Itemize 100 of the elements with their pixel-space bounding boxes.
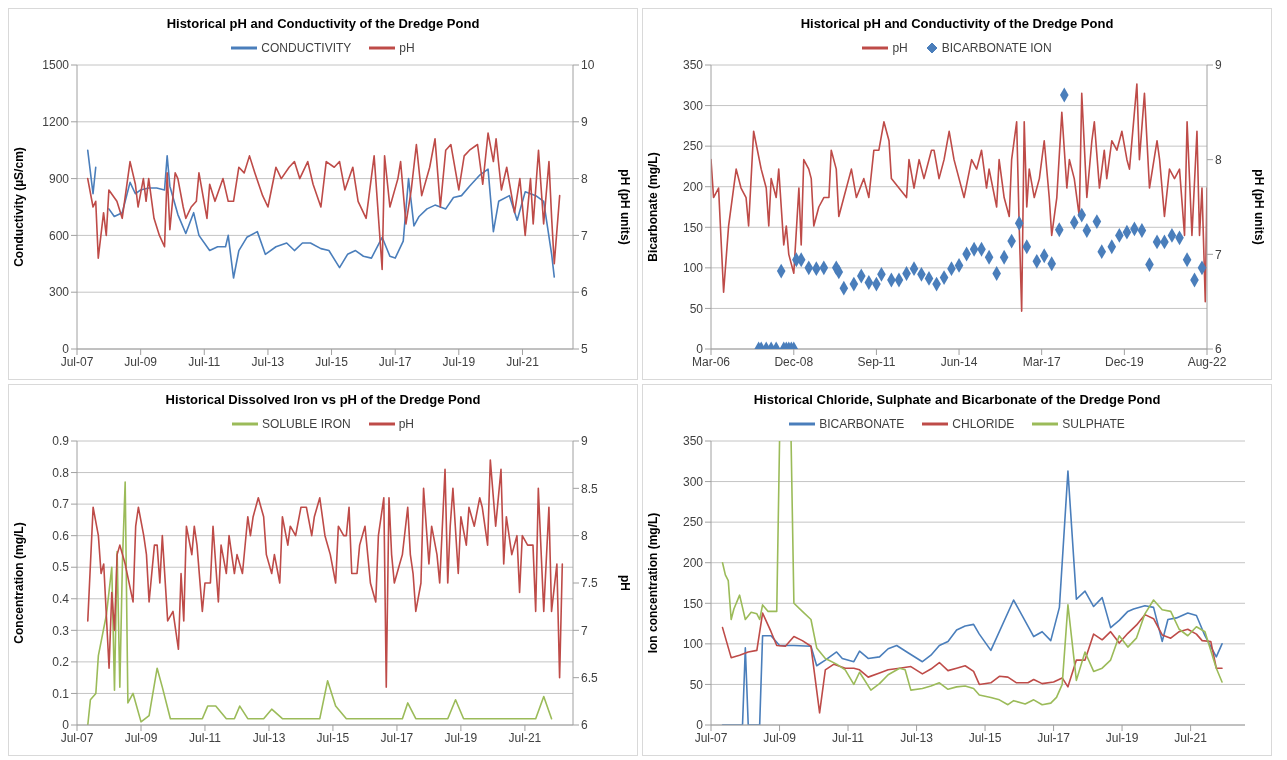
y-axis-title: Conductivity (µS/cm) xyxy=(12,147,27,267)
y2-tick-label: 8 xyxy=(1215,152,1222,167)
x-tick-label: Jul-15 xyxy=(315,354,349,369)
y-tick-label: 0 xyxy=(696,718,704,733)
x-tick-label: Jul-13 xyxy=(252,730,286,745)
y2-tick-label: 7 xyxy=(1215,247,1222,262)
y-tick-label: 100 xyxy=(682,261,704,276)
y-tick-label: 250 xyxy=(682,515,704,530)
y-tick-label: 0.2 xyxy=(52,655,70,670)
line-series xyxy=(721,612,1223,714)
chart-title: Historical Chloride, Sulphate and Bicarbonate of the Dredge Pond xyxy=(752,391,1162,409)
y-tick-label: 0.5 xyxy=(52,560,70,575)
x-tick-label: Jul-17 xyxy=(380,730,414,745)
x-tick-label: Sep-11 xyxy=(857,354,896,369)
y2-tick-label: 6 xyxy=(581,718,588,733)
x-tick-label: Dec-19 xyxy=(1105,354,1145,369)
x-tick-label: Jul-07 xyxy=(60,354,94,369)
x-tick-label: Jul-15 xyxy=(968,730,1002,745)
y2-axis-title: pH xyxy=(617,575,632,591)
line-series xyxy=(86,481,553,725)
x-tick-label: Jul-09 xyxy=(763,730,797,745)
y2-tick-label: 8 xyxy=(581,528,588,543)
x-tick-label: Jul-21 xyxy=(508,730,542,745)
x-tick-label: Jul-17 xyxy=(378,354,412,369)
x-tick-label: Jul-07 xyxy=(694,730,728,745)
x-tick-label: Aug-22 xyxy=(1187,354,1227,369)
y-tick-label: 0.8 xyxy=(52,465,70,480)
y2-tick-label: 8.5 xyxy=(581,481,599,496)
y-tick-label: 250 xyxy=(682,139,704,154)
y-tick-label: 100 xyxy=(682,637,704,652)
y2-tick-label: 5 xyxy=(581,342,588,357)
x-tick-label: Jul-19 xyxy=(444,730,478,745)
y-tick-label: 0 xyxy=(62,718,70,733)
y-axis-title: Bicarbonate (mg/L) xyxy=(646,152,661,262)
y2-axis-title: pH (pH units) xyxy=(617,169,632,245)
legend-label: pH xyxy=(399,41,415,55)
x-tick-label: Jul-19 xyxy=(1105,730,1139,745)
y-tick-label: 0.9 xyxy=(52,434,70,449)
x-tick-label: Jul-07 xyxy=(60,730,94,745)
y-tick-label: 600 xyxy=(48,228,70,243)
y-axis-title: Concentration (mg/L) xyxy=(12,522,27,644)
legend-label: pH xyxy=(398,417,415,431)
y2-tick-label: 6 xyxy=(1215,342,1222,357)
x-tick-label: Jul-09 xyxy=(124,730,158,745)
x-tick-label: Jul-11 xyxy=(832,730,865,745)
y-tick-label: 0.6 xyxy=(52,528,70,543)
y2-axis-title: pH (pH units) xyxy=(1251,169,1266,245)
x-tick-label: Jul-15 xyxy=(316,730,350,745)
y2-tick-label: 7.5 xyxy=(581,576,599,591)
y-tick-label: 300 xyxy=(682,474,704,489)
y-tick-label: 1200 xyxy=(42,115,70,130)
y-tick-label: 50 xyxy=(689,677,704,692)
y-tick-label: 150 xyxy=(682,220,704,235)
y-tick-label: 300 xyxy=(682,98,704,113)
y2-tick-label: 8 xyxy=(581,171,588,186)
x-tick-label: Jul-11 xyxy=(189,730,222,745)
x-tick-label: Jul-21 xyxy=(1174,730,1208,745)
line-series xyxy=(711,83,1207,312)
y-tick-label: 350 xyxy=(682,58,704,73)
y-tick-label: 0.7 xyxy=(52,497,70,512)
y2-tick-label: 9 xyxy=(581,115,588,130)
y-axis-title: Ion concentration (mg/L) xyxy=(646,512,661,654)
x-tick-label: Jul-21 xyxy=(506,354,540,369)
chart-title: Historical Dissolved Iron vs pH of the Dredge Pond xyxy=(164,391,482,409)
y2-tick-label: 6 xyxy=(581,285,588,300)
y-tick-label: 200 xyxy=(682,179,704,194)
y-tick-label: 1500 xyxy=(42,58,70,73)
y-tick-label: 0 xyxy=(696,342,704,357)
y-tick-label: 200 xyxy=(682,555,704,570)
y-tick-label: 0.3 xyxy=(52,623,70,638)
y2-tick-label: 7 xyxy=(581,623,588,638)
x-tick-label: Jul-11 xyxy=(188,354,221,369)
legend-label: CHLORIDE xyxy=(952,417,1015,431)
line-series xyxy=(86,459,564,688)
x-tick-label: Jun-14 xyxy=(940,354,978,369)
x-tick-label: Jul-13 xyxy=(900,730,934,745)
chart-title: Historical pH and Conductivity of the Dredge Pond xyxy=(165,15,481,33)
y2-tick-label: 6.5 xyxy=(581,670,599,685)
x-tick-label: Dec-08 xyxy=(774,354,814,369)
x-tick-label: Mar-17 xyxy=(1022,354,1061,369)
legend-label: BICARBONATE ION xyxy=(941,41,1052,55)
y-tick-label: 350 xyxy=(682,434,704,449)
y2-tick-label: 7 xyxy=(581,228,588,243)
y-tick-label: 0.4 xyxy=(52,592,70,607)
y-tick-label: 50 xyxy=(689,301,704,316)
legend-label: SOLUBLE IRON xyxy=(261,417,351,431)
y2-tick-label: 9 xyxy=(1215,58,1222,73)
legend-label: CONDUCTIVITY xyxy=(261,41,352,55)
legend-label: BICARBONATE xyxy=(819,417,905,431)
x-tick-label: Jul-09 xyxy=(124,354,158,369)
line-series xyxy=(86,132,561,271)
x-tick-label: Jul-19 xyxy=(442,354,476,369)
legend-label: SULPHATE xyxy=(1062,417,1125,431)
y2-tick-label: 10 xyxy=(581,58,595,73)
x-tick-label: Mar-06 xyxy=(691,354,731,369)
y-tick-label: 900 xyxy=(48,171,70,186)
y-tick-label: 0 xyxy=(62,342,70,357)
y2-tick-label: 9 xyxy=(581,434,588,449)
chart-title: Historical pH and Conductivity of the Dredge Pond xyxy=(799,15,1115,33)
y-tick-label: 300 xyxy=(48,285,70,300)
